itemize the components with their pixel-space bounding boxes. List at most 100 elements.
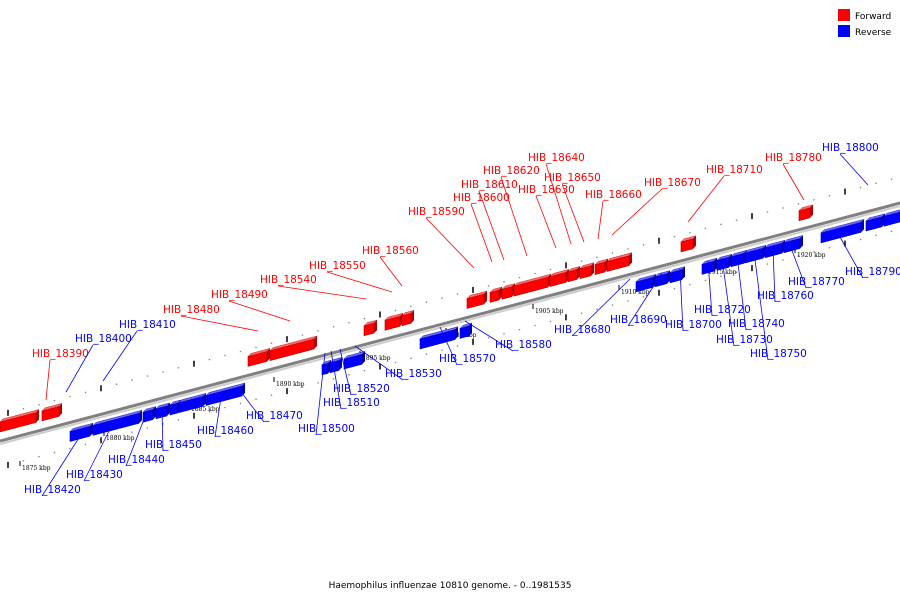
gene-label-hib-18540[interactable]: HIB_18540: [260, 274, 367, 300]
gene-label-hib-18670[interactable]: HIB_18670: [611, 177, 701, 236]
gene-label-hib-18650[interactable]: HIB_18650: [544, 172, 601, 243]
gene-label-hib-18780[interactable]: HIB_18780: [765, 152, 822, 201]
gene-label-hib-18640[interactable]: HIB_18640: [528, 152, 585, 245]
reverse-gene-block[interactable]: [783, 235, 804, 254]
forward-gene-block[interactable]: [549, 268, 570, 287]
reverse-gene-block[interactable]: [730, 249, 748, 268]
gene-label-hib-18720[interactable]: HIB_18720: [694, 260, 751, 317]
gene-label-hib-18630[interactable]: HIB_18630: [518, 184, 575, 249]
gene-label-hib-18510[interactable]: HIB_18510: [323, 350, 380, 410]
gene-label-hib-18550[interactable]: HIB_18550: [309, 260, 393, 293]
gene-label-hib-18680[interactable]: HIB_18680: [554, 278, 631, 337]
tick-dot: [782, 207, 784, 209]
gene-label-hib-18460[interactable]: HIB_18460: [197, 390, 254, 438]
gene-features: [0, 204, 900, 442]
gene-label-hib-18420[interactable]: HIB_18420: [24, 432, 83, 497]
forward-gene-block[interactable]: [489, 286, 503, 303]
gene-label-hib-18450[interactable]: HIB_18450: [145, 409, 202, 452]
forward-gene-block[interactable]: [579, 262, 595, 280]
forward-gene-block[interactable]: [401, 309, 415, 327]
reverse-gene-block[interactable]: [654, 270, 671, 288]
reverse-gene-block[interactable]: [820, 218, 865, 244]
reverse-gene-block[interactable]: [178, 392, 207, 414]
forward-gene-block[interactable]: [269, 335, 318, 361]
gene-label-hib-18400[interactable]: HIB_18400: [65, 333, 132, 393]
leader-line: [789, 244, 807, 289]
gene-label-hib-18560[interactable]: HIB_18560: [362, 245, 419, 287]
tick-dot: [115, 383, 118, 385]
reverse-gene-block[interactable]: [92, 409, 143, 436]
reverse-gene-block[interactable]: [155, 402, 171, 420]
leader-line: [707, 260, 713, 317]
gene-label-hib-18700[interactable]: HIB_18700: [665, 268, 722, 332]
gene-side: [577, 266, 580, 280]
gene-label-hib-18530[interactable]: HIB_18530: [354, 345, 442, 381]
forward-gene-block[interactable]: [384, 312, 404, 331]
forward-gene-block[interactable]: [41, 403, 63, 422]
reverse-gene-block[interactable]: [205, 382, 246, 406]
gene-label-hib-18520[interactable]: HIB_18520: [333, 348, 390, 396]
gene-label-hib-18620[interactable]: HIB_18620: [483, 165, 540, 257]
tick-dot: [53, 451, 56, 454]
gene-side: [374, 320, 377, 334]
gene-label-hib-18490[interactable]: HIB_18490: [211, 289, 291, 322]
gene-label-hib-18660[interactable]: HIB_18660: [585, 189, 642, 240]
reverse-gene-block[interactable]: [701, 257, 718, 275]
forward-gene-block[interactable]: [798, 204, 814, 222]
gene-side: [153, 406, 156, 420]
forward-gene-block[interactable]: [594, 258, 609, 276]
gene-label-hib-18710[interactable]: HIB_18710: [687, 164, 763, 223]
gene-label-hib-18690[interactable]: HIB_18690: [610, 272, 667, 327]
forward-gene-block[interactable]: [606, 252, 633, 272]
reverse-gene-block[interactable]: [744, 244, 767, 264]
gene-label-hib-18800[interactable]: HIB_18800: [822, 142, 879, 186]
forward-gene-block[interactable]: [567, 266, 581, 283]
gene-name: HIB_18610: [461, 179, 518, 191]
gene-front: [269, 338, 315, 361]
reverse-gene-block[interactable]: [669, 266, 686, 284]
forward-gene-block[interactable]: [363, 319, 378, 337]
reverse-gene-block[interactable]: [459, 322, 473, 339]
reverse-gene-block[interactable]: [69, 422, 94, 442]
gene-label-hib-18760[interactable]: HIB_18760: [757, 247, 814, 303]
gene-label-hib-18580[interactable]: HIB_18580: [464, 320, 552, 352]
gene-label-hib-18590[interactable]: HIB_18590: [408, 206, 475, 269]
gene-label-hib-18770[interactable]: HIB_18770: [788, 244, 845, 289]
gene-label-hib-18730[interactable]: HIB_18730: [716, 257, 773, 347]
forward-gene-block[interactable]: [680, 235, 697, 253]
gene-label-hib-18750[interactable]: HIB_18750: [750, 251, 807, 361]
forward-gene-block[interactable]: [0, 409, 40, 433]
reverse-gene-block[interactable]: [764, 239, 786, 259]
gene-label-hib-18500[interactable]: HIB_18500: [298, 352, 355, 436]
leader-line: [45, 359, 51, 401]
forward-gene-block[interactable]: [247, 348, 271, 367]
gene-label-hib-18790[interactable]: HIB_18790: [839, 236, 900, 279]
gene-label-hib-18570[interactable]: HIB_18570: [439, 326, 496, 366]
gene-top: [883, 209, 900, 217]
tick-dot: [441, 297, 443, 299]
forward-gene-block[interactable]: [513, 273, 552, 297]
reverse-gene-block[interactable]: [329, 356, 343, 374]
reverse-gene-block[interactable]: [865, 213, 886, 232]
gene-label-hib-18440[interactable]: HIB_18440: [108, 413, 165, 467]
forward-gene-block[interactable]: [501, 283, 516, 300]
forward-gene-block[interactable]: [466, 290, 488, 309]
gene-label-hib-18480[interactable]: HIB_18480: [163, 304, 259, 332]
gene-label-hib-18410[interactable]: HIB_18410: [102, 319, 176, 382]
gene-label-hib-18740[interactable]: HIB_18740: [728, 254, 785, 331]
gene-label-hib-18430[interactable]: HIB_18430: [66, 424, 123, 482]
leader-line: [736, 254, 747, 331]
scale-label: 1910 kbp: [621, 289, 650, 296]
gene-label-hib-18470[interactable]: HIB_18470: [237, 387, 303, 423]
reverse-gene-block[interactable]: [419, 326, 459, 350]
gene-label-hib-18390[interactable]: HIB_18390: [32, 348, 89, 401]
reverse-gene-block[interactable]: [716, 253, 733, 271]
leader-line: [782, 163, 805, 201]
reverse-gene-block[interactable]: [142, 406, 157, 423]
reverse-gene-block[interactable]: [883, 209, 900, 227]
tick-dot: [208, 358, 211, 361]
reverse-gene-block[interactable]: [635, 273, 657, 293]
tick-dot: [518, 328, 521, 331]
reverse-gene-block[interactable]: [343, 350, 366, 370]
gene-label-hib-18610[interactable]: HIB_18610: [461, 179, 518, 261]
